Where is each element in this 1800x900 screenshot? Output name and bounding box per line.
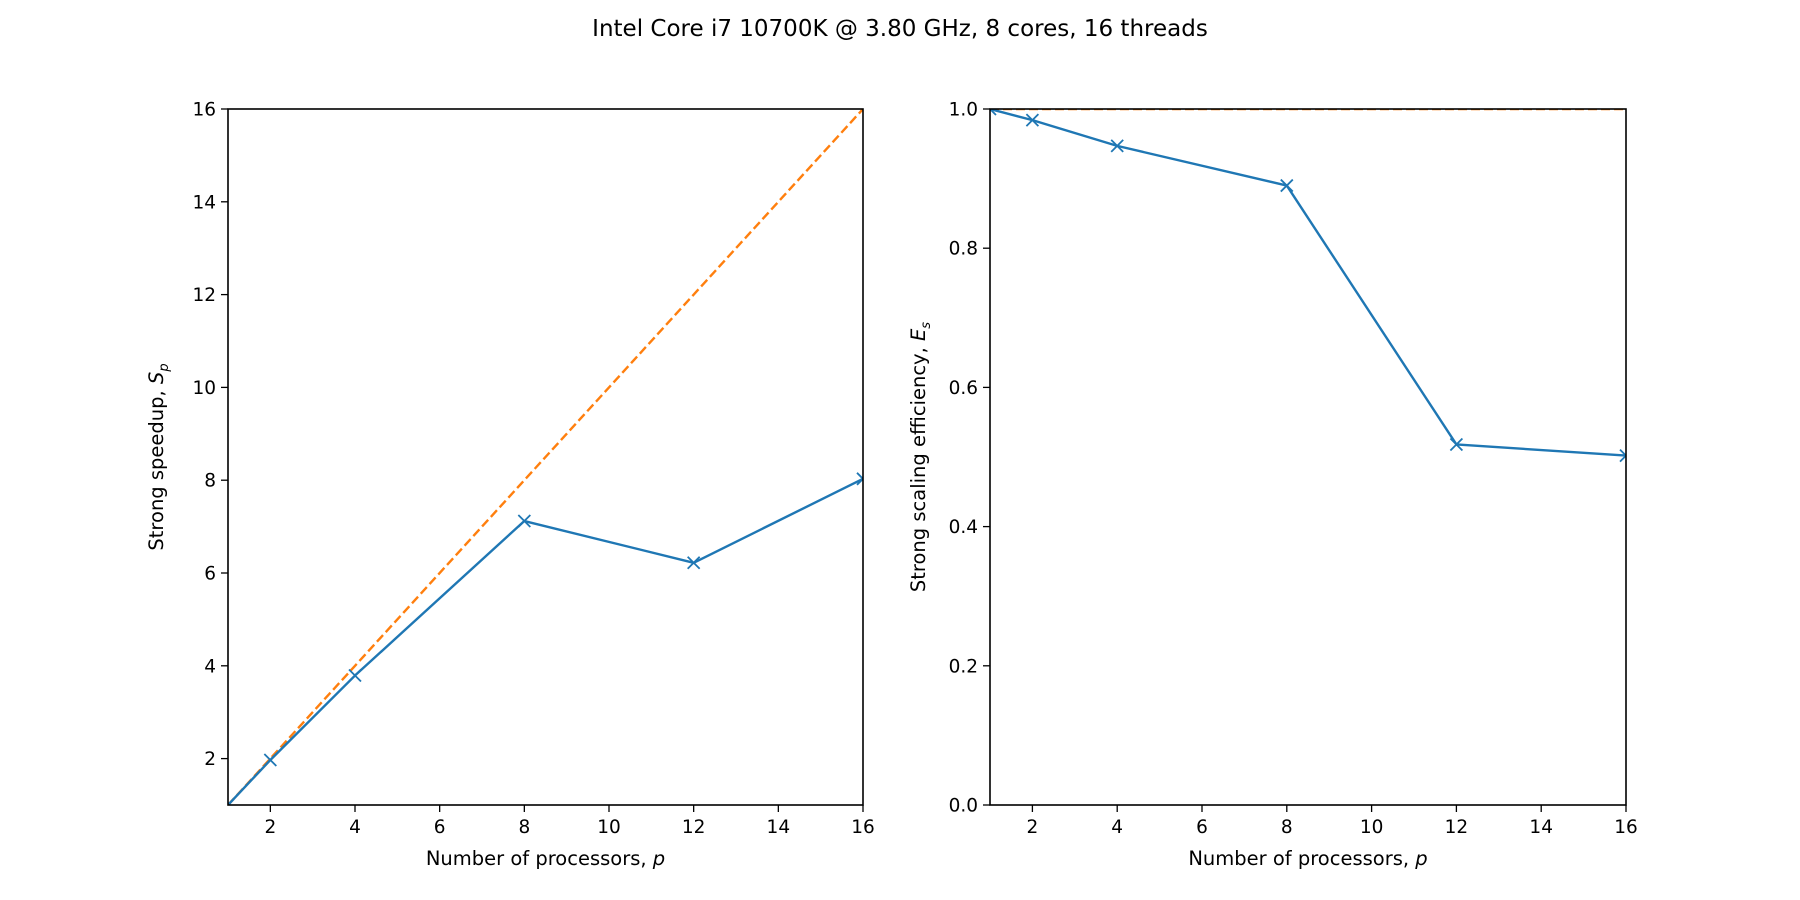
efficiency-data-point (1619, 448, 1626, 463)
efficiency-ticks: 2 4 6 8 10 12 14 16 0.0 0.2 0.4 0.6 0.8 1.0 (949, 100, 1638, 839)
efficiency-plot-area (990, 109, 1626, 463)
efficiency-x-tick-label: 4 (1111, 817, 1123, 838)
efficiency-x-tick-label: 10 (1360, 817, 1384, 838)
speedup-ticks: 2 4 6 8 10 12 14 16 2 4 6 8 10 12 14 16 (192, 100, 874, 839)
speedup-x-axis-label-variable: p (652, 847, 665, 870)
speedup-y-tick-label: 6 (204, 564, 216, 585)
speedup-x-tick-label: 4 (349, 817, 361, 838)
speedup-y-tick-label: 4 (204, 656, 216, 677)
speedup-x-tick-label: 6 (434, 817, 446, 838)
speedup-y-tick-label: 12 (192, 285, 216, 306)
speedup-x-tick-label: 16 (851, 817, 875, 838)
speedup-data-point (517, 514, 531, 528)
efficiency-y-axis-label: Strong scaling efficiency, Es (907, 322, 934, 592)
speedup-x-tick-label: 8 (518, 817, 530, 838)
speedup-x-tick-label: 10 (597, 817, 621, 838)
speedup-y-tick-label: 2 (204, 749, 216, 770)
speedup-measured-line (228, 477, 863, 805)
efficiency-y-axis-label-text: Strong scaling efficiency, (907, 341, 930, 592)
speedup-y-tick-label: 16 (192, 100, 216, 121)
efficiency-x-tick-label: 12 (1445, 817, 1469, 838)
efficiency-x-tick-label: 2 (1027, 817, 1039, 838)
speedup-x-tick-label: 12 (682, 817, 706, 838)
efficiency-x-tick-label: 8 (1281, 817, 1293, 838)
speedup-y-tick-label: 8 (204, 471, 216, 492)
speedup-chart: 2 4 6 8 10 12 14 16 2 4 6 8 10 12 14 16 Number of proce… (145, 100, 875, 871)
efficiency-data-point (1025, 113, 1040, 127)
efficiency-chart: 2 4 6 8 10 12 14 16 0.0 0.2 0.4 0.6 0.8 1.0 Number of… (907, 100, 1638, 871)
speedup-y-axis-label-variable: S (145, 372, 168, 384)
speedup-y-axis-label-text: Strong speedup, (145, 384, 168, 551)
speedup-y-axis-label-subscript: p (157, 363, 172, 372)
efficiency-y-axis-label-variable: E (907, 328, 930, 341)
efficiency-y-tick-label: 1.0 (949, 100, 978, 121)
efficiency-data-point (1110, 139, 1124, 153)
efficiency-axes-frame (989, 108, 1627, 806)
efficiency-x-tick-label: 14 (1529, 817, 1553, 838)
efficiency-x-axis-label: Number of processors, p (1188, 847, 1427, 870)
efficiency-y-tick-label: 0.4 (949, 517, 978, 538)
efficiency-y-axis-label-subscript: s (919, 322, 934, 329)
efficiency-y-tick-label: 0.6 (949, 378, 978, 399)
efficiency-data-point (1449, 437, 1464, 452)
efficiency-y-tick-label: 0.8 (949, 239, 978, 260)
speedup-x-axis-label: Number of processors, p (426, 847, 665, 870)
efficiency-x-tick-label: 16 (1614, 817, 1638, 838)
efficiency-y-tick-label: 0.0 (949, 796, 978, 817)
speedup-y-tick-label: 14 (192, 192, 216, 213)
efficiency-data-point (990, 109, 997, 116)
speedup-axes-frame (227, 108, 864, 806)
speedup-data-point (348, 668, 362, 683)
speedup-data-point (263, 753, 277, 767)
speedup-data-point (687, 556, 701, 570)
speedup-y-axis-label: Strong speedup, Sp (145, 363, 172, 550)
efficiency-x-tick-label: 6 (1196, 817, 1208, 838)
speedup-data-point (228, 798, 235, 805)
efficiency-measured-line (990, 109, 1626, 457)
speedup-plot-area (228, 109, 863, 805)
speedup-ideal-line (228, 109, 863, 805)
efficiency-x-axis-label-text: Number of processors, (1188, 847, 1415, 870)
speedup-y-tick-label: 10 (192, 378, 216, 399)
speedup-data-point (856, 472, 863, 486)
speedup-x-axis-label-text: Number of processors, (426, 847, 653, 870)
speedup-x-tick-label: 14 (767, 817, 791, 838)
efficiency-x-axis-label-variable: p (1414, 847, 1427, 870)
efficiency-y-tick-label: 0.2 (949, 656, 978, 677)
speedup-x-tick-label: 2 (264, 817, 276, 838)
efficiency-data-point (1280, 178, 1294, 193)
figure-title: Intel Core i7 10700K @ 3.80 GHz, 8 cores… (592, 16, 1208, 42)
